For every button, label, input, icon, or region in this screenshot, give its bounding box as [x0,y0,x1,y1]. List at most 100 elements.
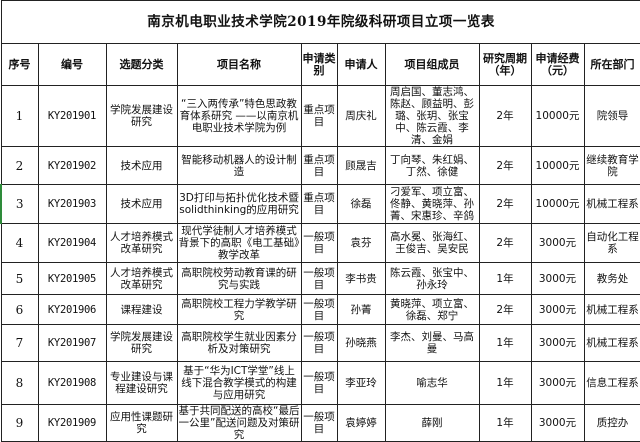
cell-type[interactable]: 一般项目 [300,262,338,295]
cell-no[interactable]: 9 [0,404,39,442]
cell-name[interactable]: 现代学徒制人才培养模式背景下的高职《电工基础》教学改革 [176,223,302,263]
cell-no[interactable]: 4 [0,223,39,263]
cell-period[interactable]: 2年 [478,146,532,185]
cell-applicant[interactable]: 袁婷婷 [336,404,386,442]
cell-funding[interactable]: 3000元 [530,361,585,405]
cell-dept[interactable]: 信息工程系 [583,361,640,405]
cell-category[interactable]: 课程建设 [105,294,178,325]
cell-dept[interactable]: 继续教育学院 [583,146,640,185]
cell-type[interactable]: 重点项目 [300,85,338,147]
cell-type[interactable]: 重点项目 [300,146,338,185]
cell-type[interactable]: 一般项目 [300,361,338,405]
cell-period[interactable]: 1年 [478,262,532,295]
cell-code[interactable]: KY201903 [37,184,107,224]
cell-type[interactable]: 一般项目 [300,404,338,442]
cell-category[interactable]: 专业建设与课程建设研究 [105,361,178,405]
cell-code[interactable]: KY201909 [37,404,107,442]
cell-no[interactable]: 7 [0,324,39,362]
cell-applicant[interactable]: 顾晟吉 [336,146,386,185]
cell-members[interactable]: 高水冕、张海红、王俊吉、吴安民 [384,223,480,263]
cell-type[interactable]: 一般项目 [300,294,338,325]
cell-name[interactable]: 基于共同配送的高校“最后一公里”配送问题及对策研究 [176,404,302,442]
cell-name[interactable]: 高职院校工程力学教学研究 [176,294,302,325]
cell-dept[interactable]: 教务处 [583,262,640,295]
cell-category[interactable]: 学院发展建设研究 [105,85,178,147]
cell-applicant[interactable]: 袁芬 [336,223,386,263]
cell-period[interactable]: 2年 [478,184,532,224]
cell-no[interactable]: 5 [0,262,39,295]
cell-members[interactable]: 刁爱军、项立富、佟静、黄晓萍、孙菁、宋惠珍、辛鸽 [384,184,480,224]
cell-funding[interactable]: 10000元 [530,146,585,185]
cell-period[interactable]: 1年 [478,404,532,442]
cell-type[interactable]: 重点项目 [300,184,338,224]
cell-code[interactable]: KY201901 [37,85,107,147]
cell-no[interactable]: 3 [0,184,39,224]
cell-code[interactable]: KY201908 [37,361,107,405]
cell-members[interactable]: 陈云霞、张宝中、孙永玲 [384,262,480,295]
table-row[interactable]: 6 KY201906 课程建设 高职院校工程力学教学研究 一般项目 孙菁 黄晓萍、项立富、徐… [0,294,640,325]
cell-no[interactable]: 2 [0,146,39,185]
cell-name[interactable]: 高职院校劳动教育课的研究与实践 [176,262,302,295]
table-row[interactable]: 5 KY201905 人才培养模式改革研究 高职院校劳动教育课的研究与实践 一般项目 李书… [0,262,640,295]
cell-members[interactable]: 薛刚 [384,404,480,442]
table-row[interactable]: 7 KY201907 学院发展建设研究 高职院校学生就业因素分析及对策研究 一般项目 孙晓… [0,324,640,362]
cell-dept[interactable]: 院领导 [583,85,640,147]
cell-dept[interactable]: 机械工程系 [583,294,640,325]
cell-applicant[interactable]: 孙菁 [336,294,386,325]
cell-category[interactable]: 人才培养模式改革研究 [105,223,178,263]
cell-period[interactable]: 1年 [478,361,532,405]
cell-category[interactable]: 技术应用 [105,184,178,224]
cell-members[interactable]: 喻志华 [384,361,480,405]
cell-period[interactable]: 1年 [478,324,532,362]
cell-type[interactable]: 一般项目 [300,223,338,263]
cell-applicant[interactable]: 徐磊 [336,184,386,224]
table-row[interactable]: 4 KY201904 人才培养模式改革研究 现代学徒制人才培养模式背景下的高职《电工基… [0,223,640,263]
cell-members[interactable]: 黄晓萍、项立富、徐磊、郑宁 [384,294,480,325]
cell-dept[interactable]: 机械工程系 [583,324,640,362]
cell-period[interactable]: 2年 [478,85,532,147]
cell-dept[interactable]: 自动化工程系 [583,223,640,263]
cell-code[interactable]: KY201907 [37,324,107,362]
cell-funding[interactable]: 3000元 [530,294,585,325]
cell-code[interactable]: KY201904 [37,223,107,263]
cell-code[interactable]: KY201906 [37,294,107,325]
cell-members[interactable]: 周启国、董志鸿、陈赵、顾益明、彭璐、张玥、张宝中、陈云霞、李清、金娟 [384,85,480,147]
cell-category[interactable]: 应用性课题研究 [105,404,178,442]
cell-applicant[interactable]: 孙晓燕 [336,324,386,362]
table-row[interactable]: 8 KY201908 专业建设与课程建设研究 基于“华为ICT学堂”线上线下混合教学模… [0,361,640,405]
cell-type[interactable]: 一般项目 [300,324,338,362]
cell-name[interactable]: 3D打印与拓扑优化技术暨solidthinking的应用研究 [176,184,302,224]
cell-funding[interactable]: 3000元 [530,223,585,263]
cell-code[interactable]: KY201905 [37,262,107,295]
cell-applicant[interactable]: 李亚玲 [336,361,386,405]
cell-members-text: 李杰、刘曼、马高曼 [390,331,474,355]
cell-funding[interactable]: 3000元 [530,324,585,362]
cell-code[interactable]: KY201902 [37,146,107,185]
table-row[interactable]: 3 KY201903 技术应用 3D打印与拓扑优化技术暨solidthinking的应… [0,184,640,224]
cell-category[interactable]: 技术应用 [105,146,178,185]
cell-no[interactable]: 6 [0,294,39,325]
cell-funding[interactable]: 3000元 [530,262,585,295]
cell-no[interactable]: 8 [0,361,39,405]
cell-name[interactable]: 基于“华为ICT学堂”线上线下混合教学模式的构建与应用研究 [176,361,302,405]
cell-applicant[interactable]: 周庆礼 [336,85,386,147]
cell-funding[interactable]: 10000元 [530,85,585,147]
cell-name[interactable]: “三入两传承”特色思政教育体系研究 ——以南京机电职业技术学院为例 [176,85,302,147]
cell-funding[interactable]: 10000元 [530,184,585,224]
table-row[interactable]: 9 KY201909 应用性课题研究 基于共同配送的高校“最后一公里”配送问题及对策研… [0,404,640,442]
cell-dept[interactable]: 质控办 [583,404,640,442]
table-row[interactable]: 2 KY201902 技术应用 智能移动机器人的设计制造 重点项目 顾晟吉 丁向琴、朱红娟、… [0,146,640,185]
cell-category[interactable]: 学院发展建设研究 [105,324,178,362]
cell-name[interactable]: 智能移动机器人的设计制造 [176,146,302,185]
cell-name[interactable]: 高职院校学生就业因素分析及对策研究 [176,324,302,362]
cell-funding[interactable]: 3000元 [530,404,585,442]
cell-dept[interactable]: 机械工程系 [583,184,640,224]
cell-applicant[interactable]: 李书贵 [336,262,386,295]
cell-category[interactable]: 人才培养模式改革研究 [105,262,178,295]
table-row[interactable]: 1 KY201901 学院发展建设研究 “三入两传承”特色思政教育体系研究 ——以南京… [0,85,640,147]
cell-members[interactable]: 丁向琴、朱红娟、丁然、徐健 [384,146,480,185]
cell-period[interactable]: 2年 [478,294,532,325]
cell-period[interactable]: 2年 [478,223,532,263]
cell-no[interactable]: 1 [0,85,39,147]
cell-members[interactable]: 李杰、刘曼、马高曼 [384,324,480,362]
